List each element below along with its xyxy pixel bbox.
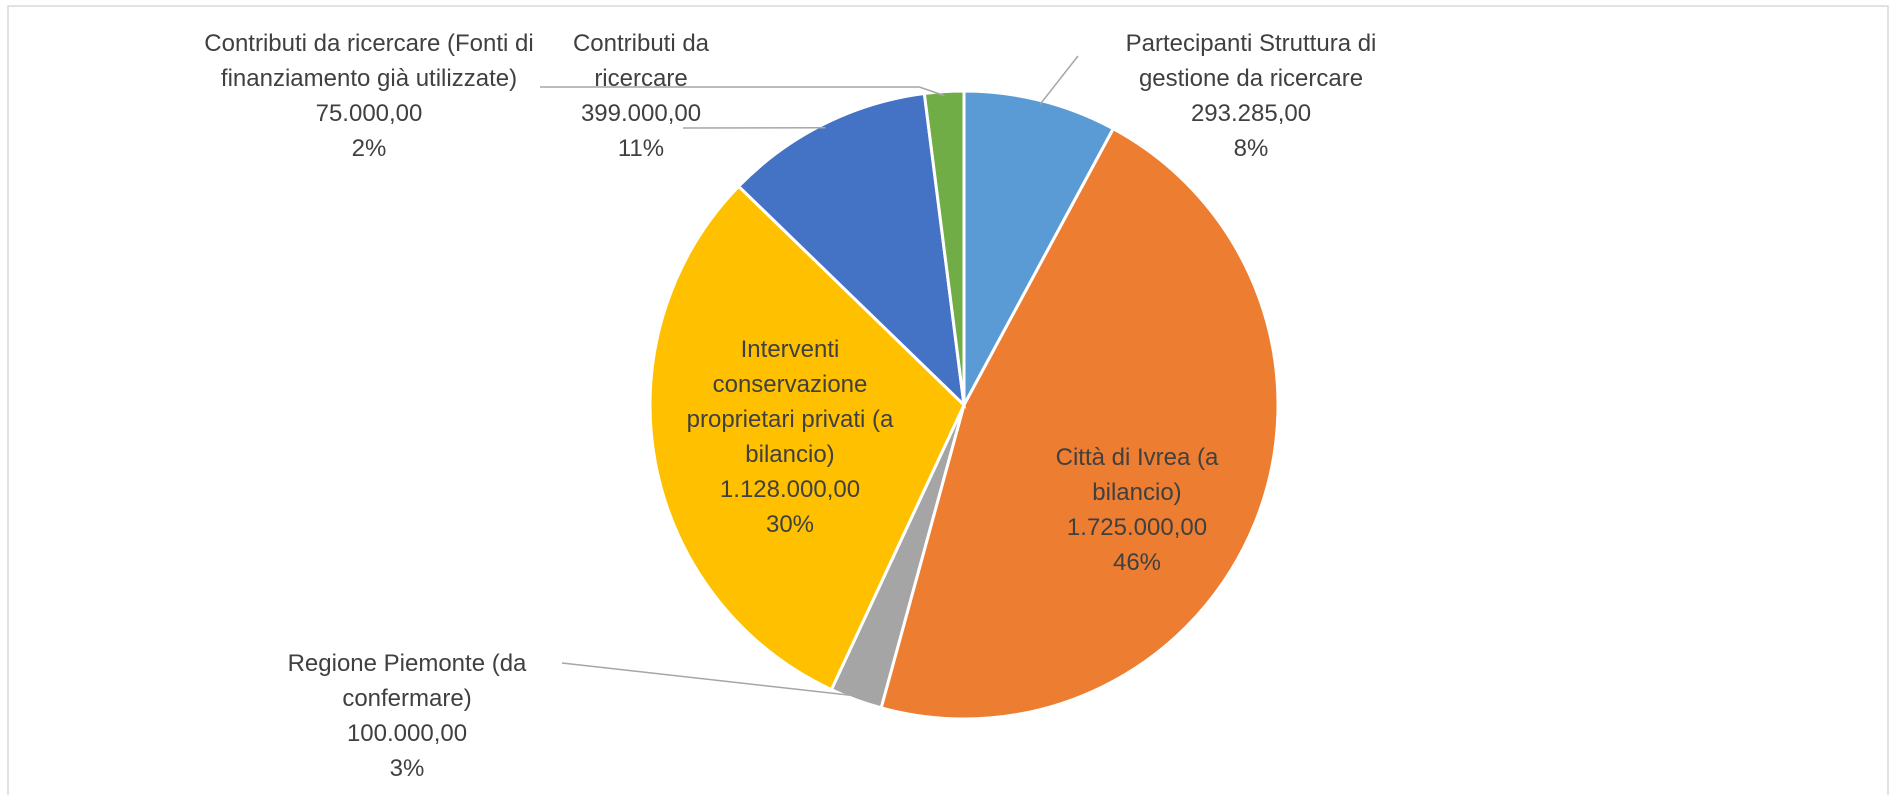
label-percent: 8% <box>1233 135 1269 162</box>
data-label: Interventi conservazione proprietari pri… <box>665 332 915 542</box>
label-category: Contributi da ricercare <box>572 30 710 92</box>
label-category: Contributi da ricercare (Fonti di finanz… <box>204 30 534 92</box>
label-percent: 3% <box>389 755 425 782</box>
label-category: Città di Ivrea (a bilancio) <box>1055 444 1219 506</box>
data-label: Città di Ivrea (a bilancio) 1.725.000,00 4… <box>1022 440 1252 580</box>
label-value: 399.000,00 <box>580 100 702 127</box>
label-value: 1.725.000,00 <box>1066 514 1208 541</box>
data-label: Regione Piemonte (da confermare) 100.000,… <box>267 646 547 786</box>
leader-line <box>561 662 858 697</box>
label-value: 100.000,00 <box>346 720 468 747</box>
label-value: 1.128.000,00 <box>719 476 861 503</box>
leader-line <box>540 86 945 97</box>
pie-slice <box>648 184 966 692</box>
pie-slice <box>962 89 1116 406</box>
data-label: Contributi da ricercare 399.000,00 11% <box>551 26 731 166</box>
label-value: 293.285,00 <box>1190 100 1312 127</box>
label-percent: 11% <box>617 135 665 162</box>
leader-line <box>1039 55 1079 105</box>
label-value: 75.000,00 <box>315 100 423 127</box>
data-label: Contributi da ricercare (Fonti di finanz… <box>189 26 549 166</box>
pie-slice <box>879 126 1280 721</box>
chart-border <box>7 5 1889 795</box>
label-percent: 2% <box>351 135 387 162</box>
label-category: Interventi conservazione proprietari pri… <box>686 336 894 468</box>
label-percent: 30% <box>765 511 815 538</box>
data-label: Partecipanti Struttura di gestione da ri… <box>1086 26 1416 166</box>
label-category: Regione Piemonte (da confermare) <box>287 650 527 712</box>
label-percent: 46% <box>1112 549 1162 576</box>
pie-slice <box>922 89 966 406</box>
pie-slice <box>736 91 967 410</box>
label-category: Partecipanti Struttura di gestione da ri… <box>1125 30 1377 92</box>
